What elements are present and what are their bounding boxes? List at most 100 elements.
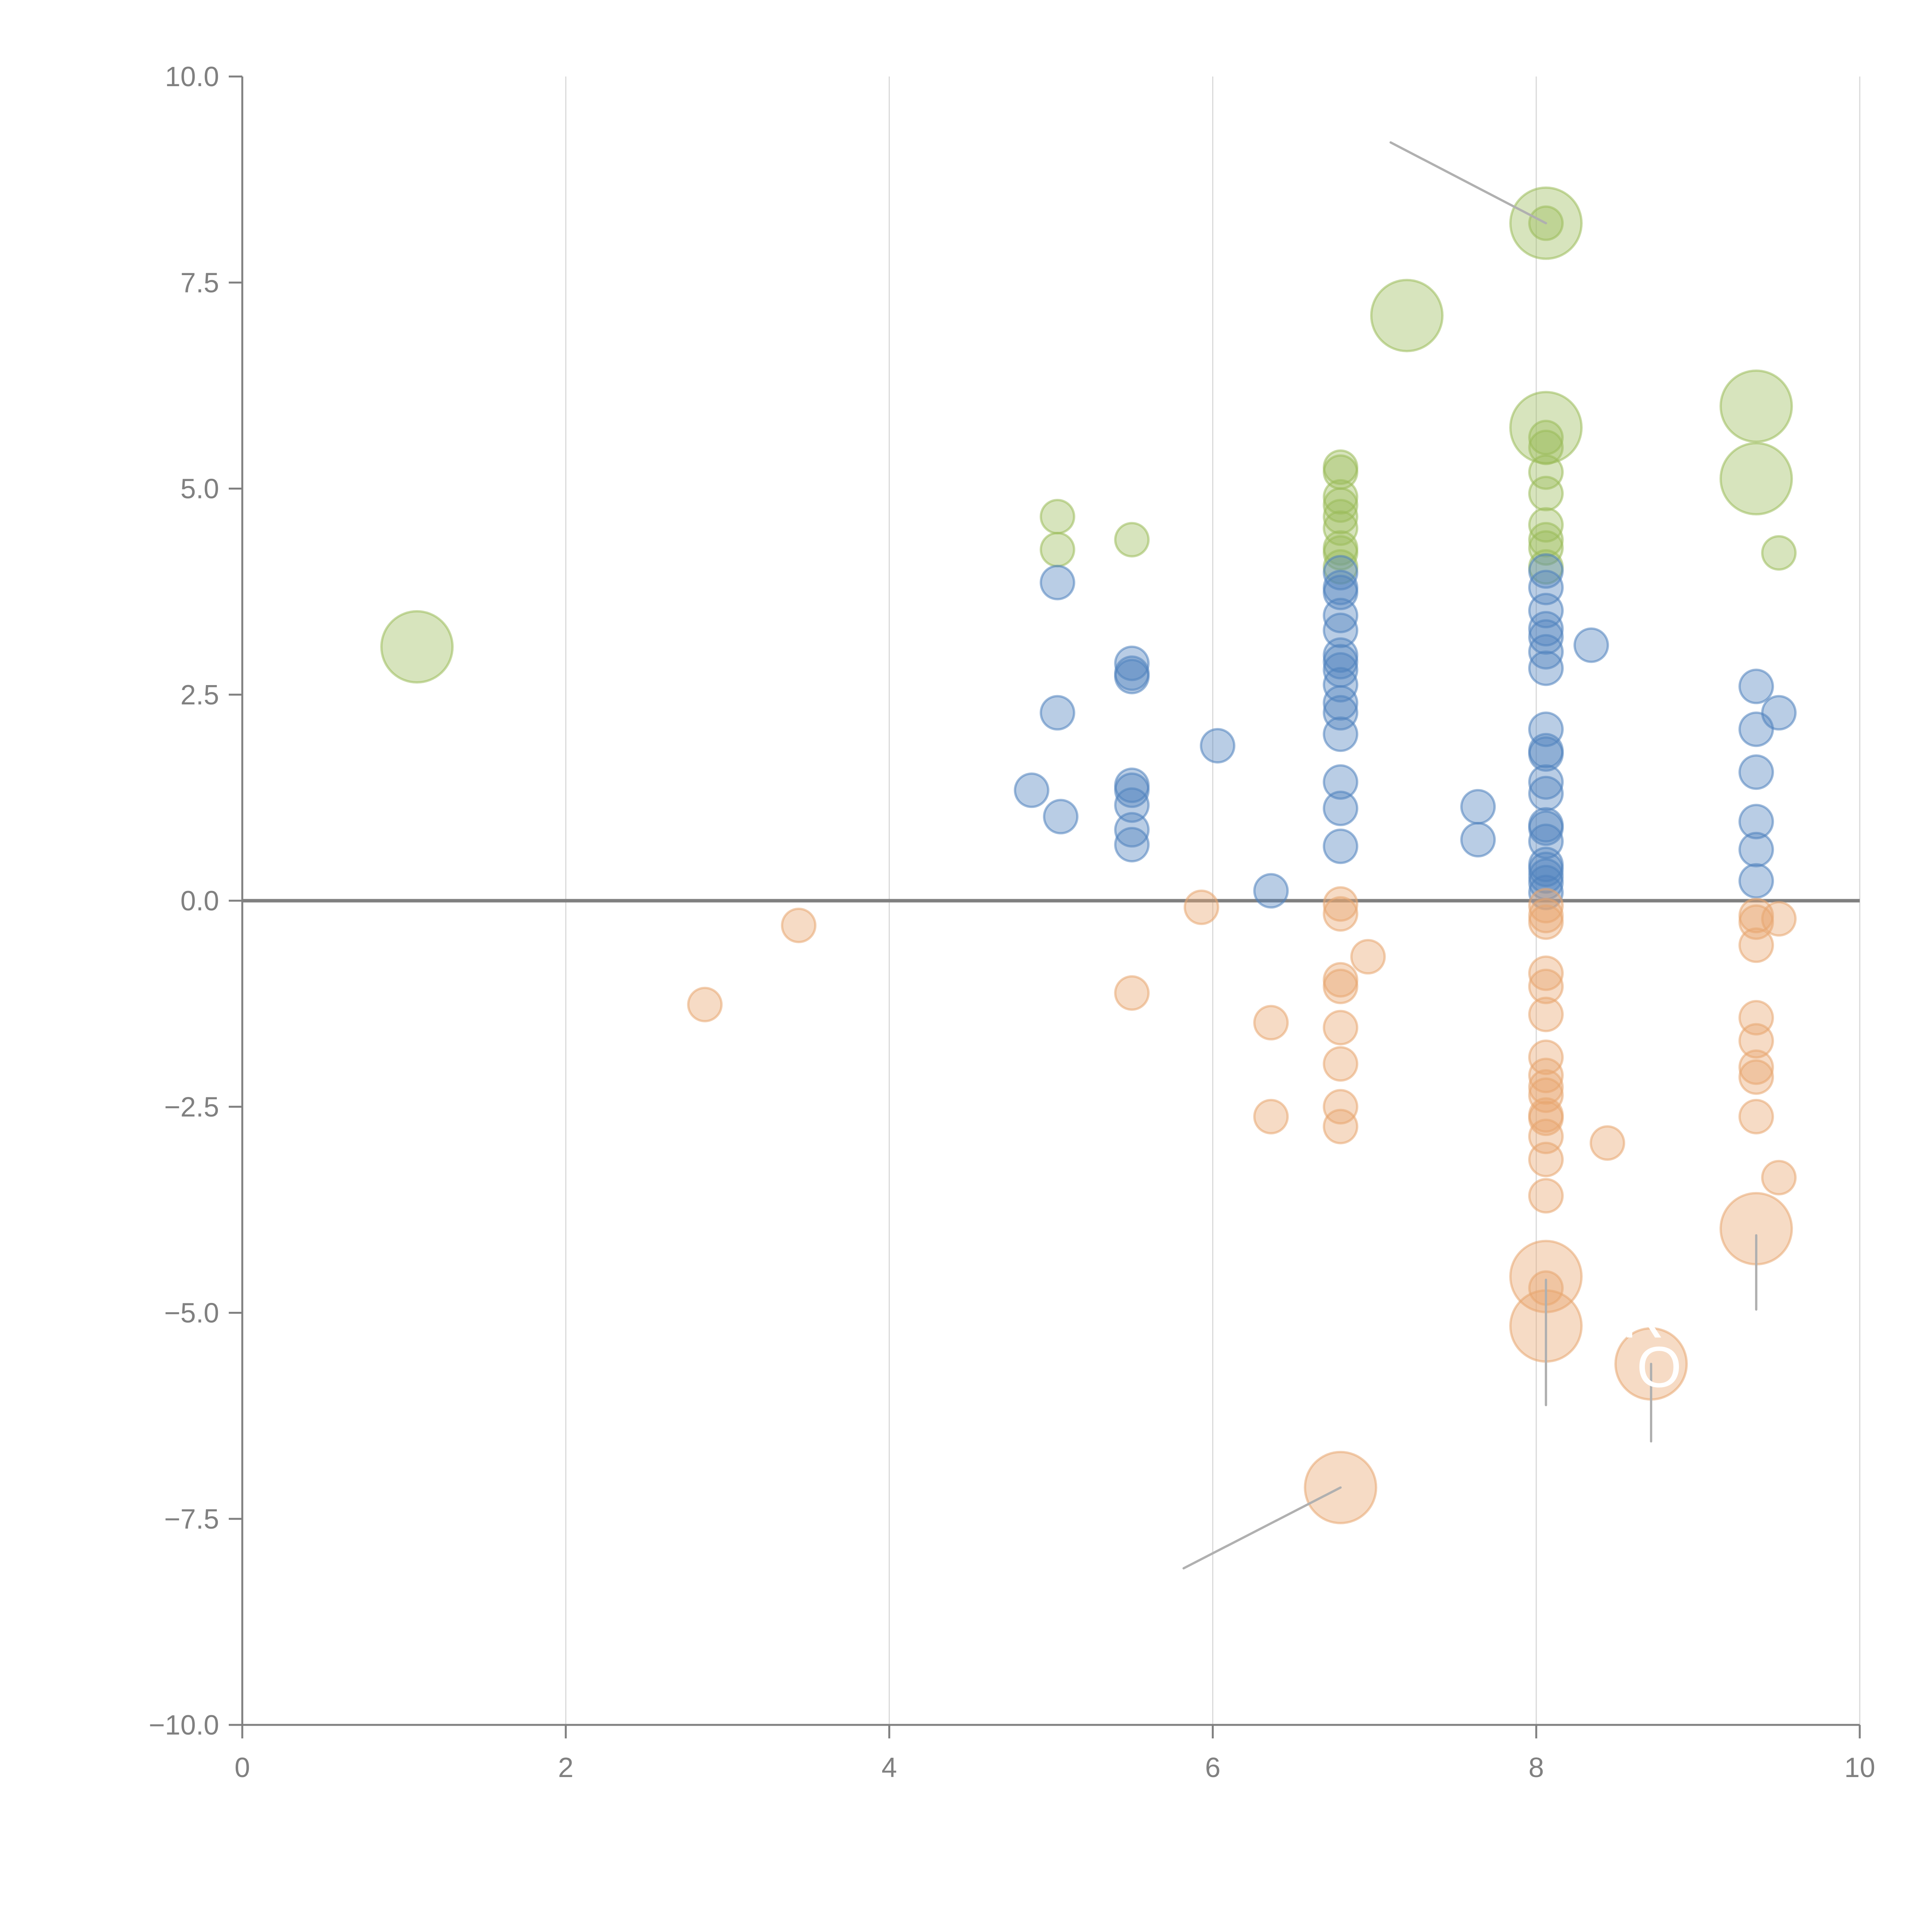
x-tick-label: 6 [1205, 1752, 1221, 1783]
bubble-green [1719, 369, 1793, 443]
bubble-green [1323, 535, 1359, 571]
annotation-label: C [1580, 1285, 1622, 1350]
bubble-orange [1528, 904, 1564, 940]
bubble-orange [1528, 968, 1564, 1004]
y-tick-label: 5.0 [180, 474, 219, 505]
bubble-orange [1528, 1058, 1564, 1094]
bubble-green [1039, 499, 1075, 535]
x-tick-label: 8 [1529, 1752, 1544, 1783]
x-axis-ticks: 0 2 4 6 8 10 [235, 1725, 1875, 1783]
y-tick-label: 0.0 [180, 886, 219, 917]
bubble-orange [1589, 1125, 1625, 1161]
bubble-orange [1323, 1089, 1359, 1125]
bubble-blue [1323, 764, 1359, 800]
y-tick-label: 7.5 [180, 267, 219, 298]
bubble-blue [1200, 728, 1236, 764]
bubble-orange [1528, 1178, 1564, 1214]
bubble-blue [1039, 565, 1075, 600]
bubble-green [1528, 476, 1564, 512]
bubble-green [1323, 499, 1359, 535]
bubble-blue [1323, 828, 1359, 864]
bubble-blue [1323, 791, 1359, 827]
bubble-blue [1738, 754, 1774, 790]
y-tick-label: −10.0 [149, 1710, 219, 1741]
bubble-blue [1323, 612, 1359, 648]
bubble-green [1039, 532, 1075, 568]
bubble-green [1323, 510, 1359, 546]
bubble-green [1761, 535, 1797, 571]
bubble-orange [1528, 1069, 1564, 1105]
bubble-blue [1460, 822, 1496, 858]
bubble-orange [1323, 1109, 1359, 1145]
bubble-orange [1738, 1023, 1774, 1059]
bubble-blue [1114, 787, 1150, 823]
bubble-orange [1323, 1046, 1359, 1082]
bubble-orange [1323, 968, 1359, 1004]
bubble-orange [1253, 1005, 1289, 1041]
bubble-blue [1528, 593, 1564, 629]
bubble-orange [1738, 1049, 1774, 1085]
x-tick-label: 4 [881, 1752, 897, 1783]
y-tick-label: 10.0 [165, 61, 219, 92]
bubble-blue [1114, 658, 1150, 694]
bubble-blue [1460, 789, 1496, 825]
bubble-blue [1323, 597, 1359, 633]
bubble-green [380, 610, 454, 684]
bubble-orange [1738, 1059, 1774, 1095]
bubble-blue [1114, 772, 1150, 808]
bubble-orange [1114, 975, 1150, 1011]
bubble-green [1719, 442, 1793, 515]
y-tick-label: 2.5 [180, 680, 219, 711]
bubble-blue [1738, 668, 1774, 704]
bubble-blue [1528, 776, 1564, 811]
bubble-orange [1738, 1099, 1774, 1134]
bubble-green [1114, 522, 1150, 558]
bubble-blue [1253, 873, 1289, 909]
bubble-green [1528, 522, 1564, 558]
bubble-blue [1114, 645, 1150, 681]
bubble-blue [1573, 627, 1609, 663]
bubble-orange [1184, 889, 1219, 925]
bubble-orange [1528, 1039, 1564, 1075]
bubble-orange [1528, 1141, 1564, 1177]
bubble-blue [1114, 827, 1150, 862]
y-tick-label: −2.5 [164, 1092, 219, 1122]
bubble-orange [1323, 1010, 1359, 1046]
bubble-orange [1350, 939, 1386, 975]
bubble-blue [1323, 685, 1359, 721]
leader-line [1389, 141, 1547, 224]
y-axis-ticks: 10.0 7.5 5.0 2.5 0.0 −2.5 −5.0 −7.5 −10.0 [149, 61, 242, 1741]
bubble-blue [1114, 812, 1150, 848]
bubble-orange [1528, 1100, 1564, 1136]
bubble-orange [1323, 896, 1359, 932]
bubble-blue [1738, 863, 1774, 899]
bubble-blue [1323, 555, 1359, 591]
y-tick-label: −5.0 [164, 1298, 219, 1329]
bubble-blue [1528, 650, 1564, 686]
bubble-blue [1014, 772, 1049, 808]
bubble-green [1323, 479, 1359, 515]
bubble-blue [1761, 695, 1797, 731]
leader-line [1182, 1486, 1342, 1570]
bubble-blue [1528, 619, 1564, 655]
bubble-orange [1528, 955, 1564, 991]
bubble-orange [1761, 1160, 1797, 1196]
bubbles [380, 186, 1797, 1524]
bubble-orange [1323, 886, 1359, 922]
bubble-green [1370, 279, 1444, 352]
bubble-blue [1528, 810, 1564, 846]
bubble-orange [1253, 1099, 1289, 1134]
y-tick-label: −7.5 [164, 1504, 219, 1535]
x-tick-label: 10 [1844, 1752, 1875, 1783]
annotation-leader-lines [1182, 141, 1758, 1570]
bubble-blue [1039, 695, 1075, 731]
annotation-label: R [1622, 1285, 1664, 1350]
bubble-green [1528, 420, 1564, 456]
bubble-orange [781, 907, 816, 943]
bubble-green [1528, 429, 1564, 465]
bubble-blue [1043, 799, 1079, 835]
bubble-orange [1528, 997, 1564, 1032]
bubble-orange [687, 986, 723, 1022]
bubble-blue [1738, 832, 1774, 867]
